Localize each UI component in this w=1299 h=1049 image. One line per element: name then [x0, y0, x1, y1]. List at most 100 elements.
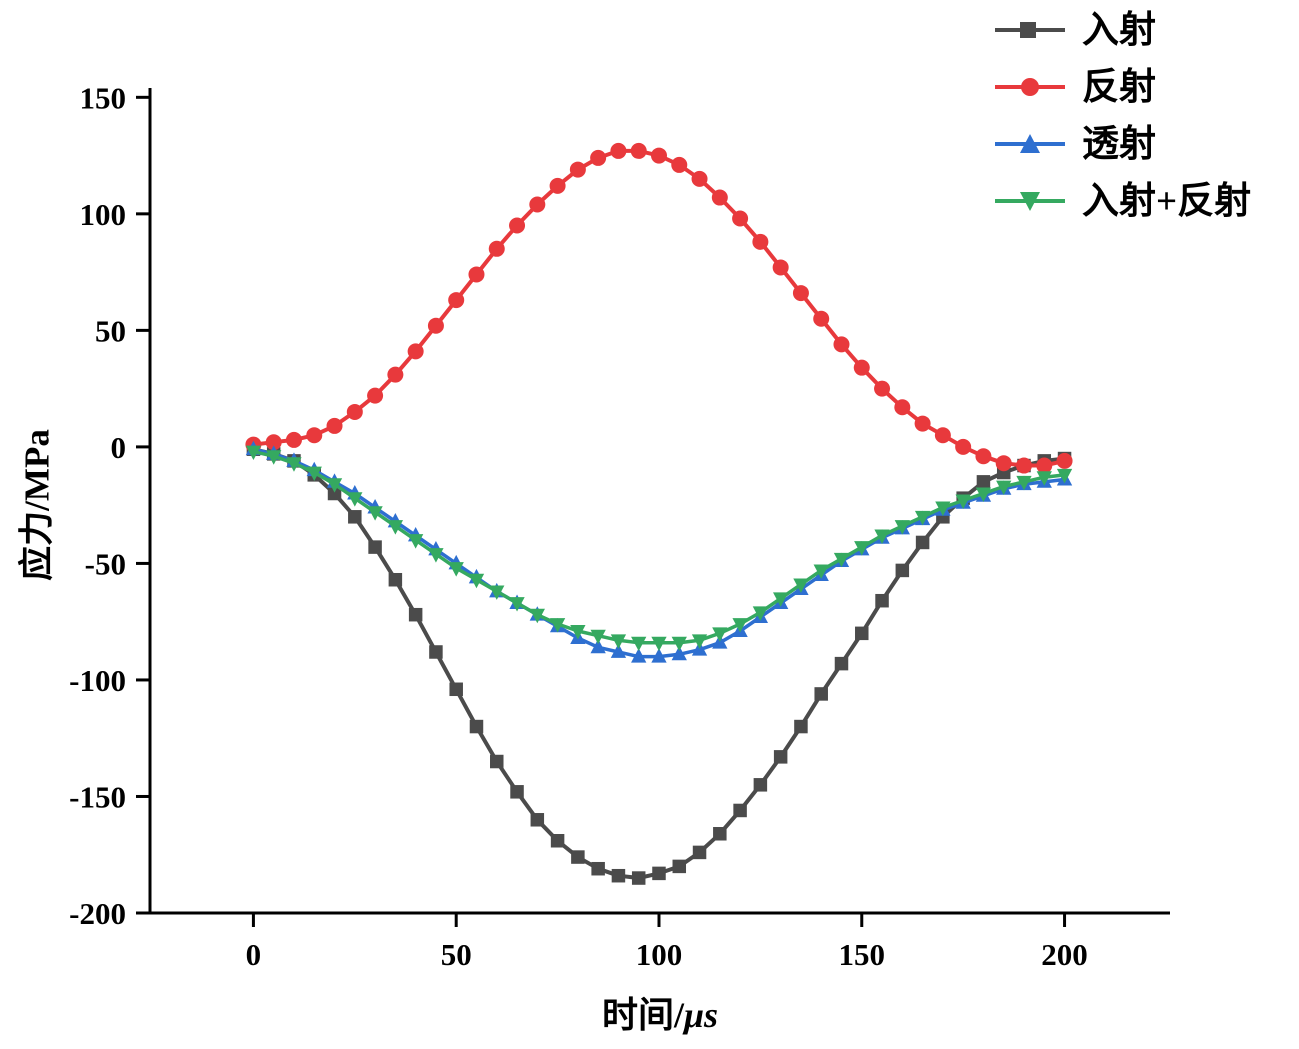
square-marker	[672, 859, 687, 874]
triangle-down-marker	[347, 492, 363, 507]
triangle-down-marker	[509, 597, 525, 612]
x-tick-label: 100	[636, 937, 683, 972]
circle-marker	[772, 259, 789, 276]
legend-item-incident: 入射	[992, 8, 1251, 52]
circle-marker	[833, 336, 850, 353]
triangle-down-marker	[813, 564, 829, 579]
square-marker	[976, 475, 991, 489]
triangle-down-marker	[529, 608, 545, 624]
triangle-down-marker	[773, 592, 789, 607]
y-tick-label: 0	[111, 430, 127, 465]
square-marker	[895, 563, 910, 578]
square-marker	[611, 868, 626, 883]
circle-marker	[955, 438, 972, 455]
triangle-down-marker	[1016, 475, 1032, 491]
circle-marker	[427, 317, 444, 334]
triangle-down-marker	[996, 480, 1012, 496]
square-marker	[631, 871, 646, 885]
triangle-down-marker	[631, 636, 647, 652]
y-tick-label: -100	[69, 663, 126, 698]
triangle-down-marker	[793, 578, 809, 593]
circle-marker	[1036, 457, 1053, 474]
x-axis-label-text: 时间/	[601, 995, 684, 1035]
legend-label-incident-plus-reflected: 入射+反射	[1082, 180, 1252, 222]
x-tick-label: 0	[246, 937, 262, 972]
circle-marker	[326, 417, 343, 434]
square-marker	[510, 785, 524, 799]
square-marker	[530, 813, 545, 827]
circle-marker	[995, 455, 1012, 472]
triangle-down-marker-icon	[995, 192, 1065, 211]
circle-marker	[914, 415, 931, 432]
circle-marker	[650, 147, 667, 164]
y-tick-label: 100	[80, 197, 127, 232]
square-marker	[469, 719, 484, 734]
triangle-down-marker	[245, 445, 262, 461]
square-marker	[490, 754, 504, 769]
triangle-down-marker	[833, 552, 850, 568]
triangle-up-marker	[610, 643, 627, 658]
circle-marker	[590, 149, 607, 166]
square-marker	[652, 866, 666, 881]
triangle-down-marker	[570, 625, 586, 640]
triangle-down-marker	[286, 457, 302, 472]
square-marker	[550, 834, 565, 848]
circle-marker	[387, 366, 404, 383]
triangle-down-marker	[489, 585, 505, 600]
circle-marker	[874, 380, 891, 397]
square-marker-icon	[995, 22, 1065, 38]
circle-marker	[610, 142, 627, 159]
circle-marker	[711, 189, 728, 206]
legend-label-transmitted: 透射	[1082, 123, 1156, 165]
triangle-down-marker	[428, 548, 444, 563]
circle-marker	[488, 240, 505, 257]
triangle-up-marker	[671, 645, 687, 661]
triangle-down-marker	[326, 478, 343, 493]
circle-marker	[346, 403, 363, 420]
y-tick-label: 150	[80, 80, 127, 115]
triangle-down-marker	[610, 634, 627, 649]
triangle-up-marker	[631, 648, 647, 663]
triangle-down-marker	[1056, 468, 1073, 484]
triangle-down-marker	[975, 487, 992, 503]
triangle-down-marker	[712, 627, 728, 642]
triangle-down-marker	[671, 636, 687, 652]
square-marker	[875, 593, 889, 608]
triangle-down-marker	[894, 520, 910, 535]
circle-marker	[285, 431, 302, 448]
square-marker	[794, 719, 808, 734]
square-marker	[388, 572, 403, 587]
series-line-1	[251, 148, 1067, 468]
triangle-up-marker	[651, 648, 667, 663]
x-tick-label: 200	[1041, 937, 1088, 972]
circle-marker	[1056, 452, 1073, 469]
legend: 入射 反射 透射 入射+反射	[992, 8, 1251, 223]
triangle-down-marker	[691, 634, 708, 649]
square-marker	[834, 656, 849, 671]
y-tick-label: 50	[95, 313, 126, 348]
circle-marker	[691, 170, 708, 187]
circle-marker	[975, 448, 992, 465]
x-axis-label-unit: μs	[683, 995, 719, 1035]
triangle-down-marker	[468, 573, 485, 589]
triangle-down-marker	[266, 450, 282, 465]
circle-marker	[671, 156, 688, 173]
circle-marker	[792, 285, 809, 302]
y-tick-label: -200	[69, 896, 126, 931]
triangle-down-marker	[407, 534, 424, 549]
circle-marker-icon	[995, 78, 1065, 96]
y-tick-label: -150	[69, 779, 126, 814]
circle-marker	[894, 399, 911, 416]
triangle-down-marker	[306, 466, 322, 482]
triangle-down-marker	[387, 520, 404, 535]
square-marker	[348, 510, 362, 524]
y-axis-label: 应力/MPa	[17, 429, 57, 581]
triangle-down-marker	[1036, 471, 1052, 486]
circle-marker	[448, 292, 465, 309]
legend-label-incident: 入射	[1082, 9, 1156, 51]
circle-marker	[732, 210, 749, 227]
triangle-down-marker	[448, 562, 464, 577]
circle-marker	[265, 434, 282, 451]
circle-marker	[630, 142, 647, 159]
